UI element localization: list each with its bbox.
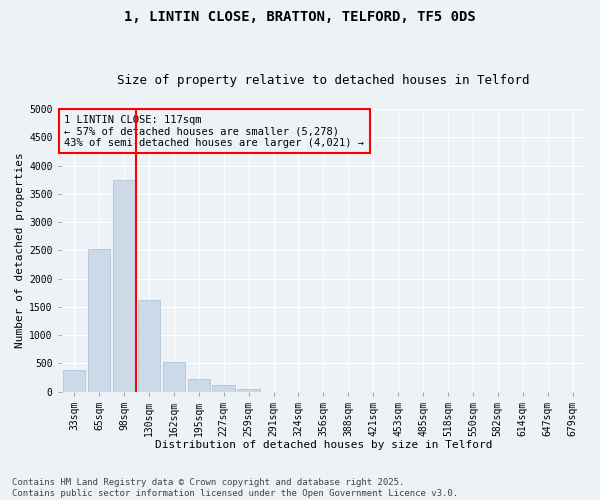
Bar: [88, 249, 110, 392]
Text: Contains HM Land Registry data © Crown copyright and database right 2025.
Contai: Contains HM Land Registry data © Crown c…: [12, 478, 458, 498]
Bar: [238, 388, 260, 392]
Bar: [137, 300, 160, 392]
Bar: [163, 362, 185, 392]
Bar: [113, 180, 135, 392]
Text: 1 LINTIN CLOSE: 117sqm
← 57% of detached houses are smaller (5,278)
43% of semi-: 1 LINTIN CLOSE: 117sqm ← 57% of detached…: [64, 114, 364, 148]
Text: 1, LINTIN CLOSE, BRATTON, TELFORD, TF5 0DS: 1, LINTIN CLOSE, BRATTON, TELFORD, TF5 0…: [124, 10, 476, 24]
Y-axis label: Number of detached properties: Number of detached properties: [15, 152, 25, 348]
Bar: [63, 370, 85, 392]
X-axis label: Distribution of detached houses by size in Telford: Distribution of detached houses by size …: [155, 440, 492, 450]
Bar: [188, 379, 210, 392]
Bar: [212, 386, 235, 392]
Title: Size of property relative to detached houses in Telford: Size of property relative to detached ho…: [117, 74, 530, 87]
